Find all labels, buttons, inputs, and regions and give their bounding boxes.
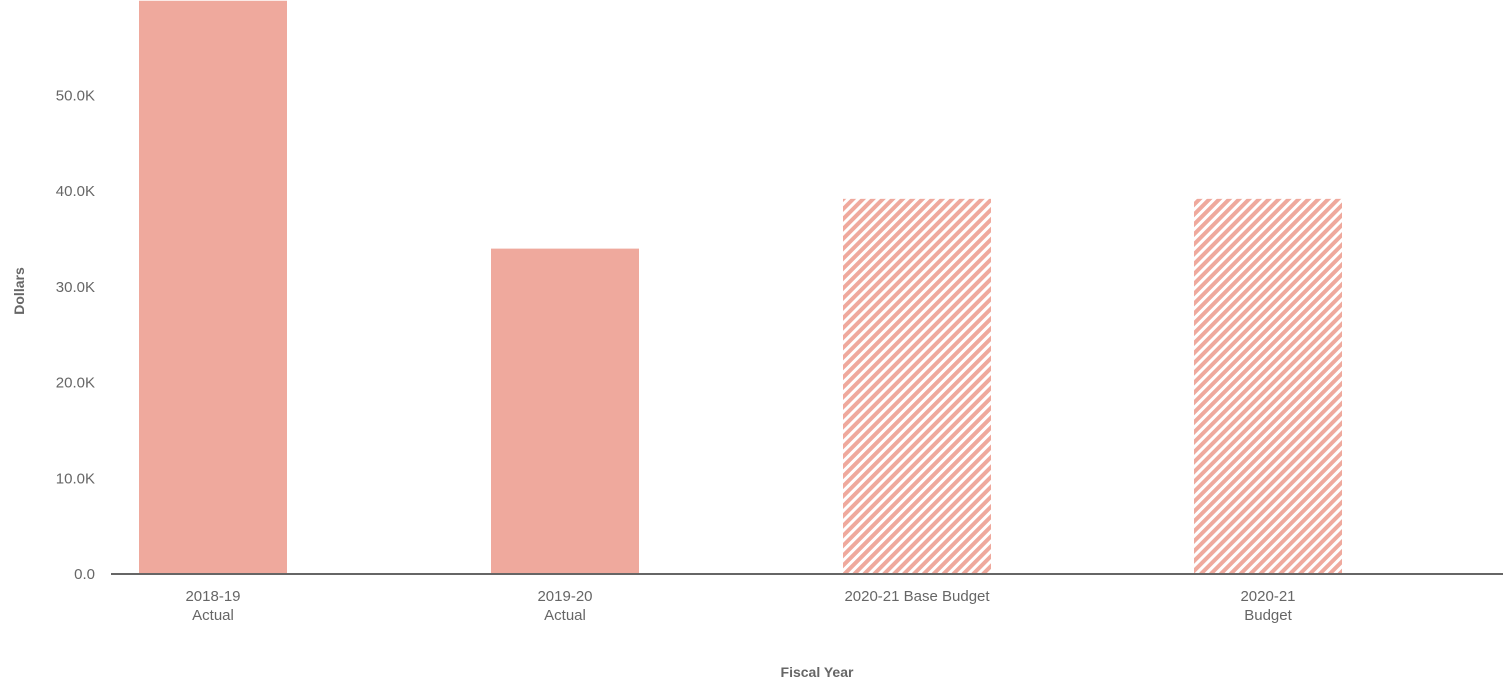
- bar-4: [1194, 198, 1342, 574]
- y-tick-label: 50.0K: [56, 88, 95, 105]
- y-axis-title: Dollars: [11, 267, 27, 315]
- y-axis-ticks: 0.0 10.0K 20.0K 30.0K 40.0K 50.0K: [56, 88, 95, 584]
- x-tick-label: 2018-19 Actual: [185, 588, 240, 624]
- x-axis-title: Fiscal Year: [781, 664, 854, 680]
- x-axis-tick-labels: 2018-19 Actual 2019-20 Actual 2020-21 Base B…: [185, 588, 1295, 624]
- bars: [139, 0, 1342, 574]
- bar-3: [843, 198, 991, 574]
- bar-1: [139, 0, 287, 574]
- y-tick-label: 0.0: [74, 566, 95, 583]
- y-tick-label: 20.0K: [56, 375, 95, 392]
- x-tick-label: 2019-20 Actual: [537, 588, 592, 624]
- x-tick-label: 2020-21 Budget: [1240, 588, 1295, 624]
- x-tick-label: 2020-21 Base Budget: [844, 588, 990, 605]
- y-tick-label: 10.0K: [56, 470, 95, 487]
- y-tick-label: 40.0K: [56, 183, 95, 200]
- y-tick-label: 30.0K: [56, 279, 95, 296]
- bar-2: [491, 248, 639, 574]
